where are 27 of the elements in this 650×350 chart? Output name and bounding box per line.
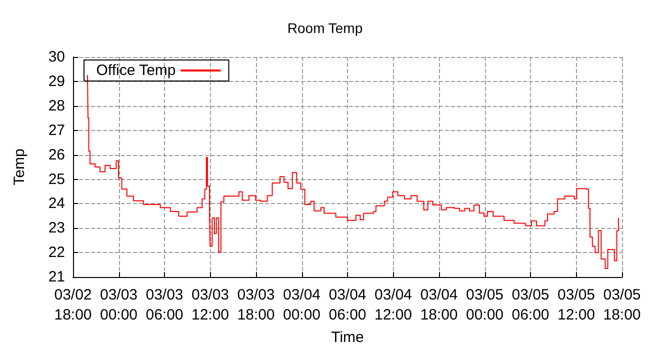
y-tick-label: 25 [48,170,65,188]
x-tick-label: 03/03 18:00 [237,286,275,324]
y-tick-label: 24 [48,195,65,212]
x-tick-label: 03/04 06:00 [328,286,366,324]
y-tick-label: 30 [48,48,65,66]
y-tick-label: 29 [48,72,65,90]
x-tick-label: 03/03 12:00 [191,286,230,324]
x-tick-label: 03/04 12:00 [374,286,412,324]
chart-title: Room Temp [287,20,363,36]
x-tick-label: 03/05 12:00 [557,286,596,324]
x-tick-label: 03/05 18:00 [603,286,641,324]
x-tick-label: 03/04 00:00 [282,286,321,324]
y-tick-label: 26 [48,146,65,164]
x-tick-label: 03/05 00:00 [466,286,504,324]
y-tick-label: 23 [48,220,65,237]
y-tick-label: 21 [48,268,65,286]
y-axis-title: Temp [11,148,28,186]
x-tick-label: 03/03 00:00 [100,286,138,324]
y-tick-label: 27 [48,122,65,139]
x-tick-label: 03/04 18:00 [420,286,458,324]
y-tick-label: 22 [48,244,65,262]
x-tick-label: 03/03 06:00 [146,286,184,324]
x-tick-label: 03/02 18:00 [54,286,92,324]
x-axis-title: Time [331,329,364,346]
x-tick-label: 03/05 06:00 [512,286,550,324]
legend-label: Office Temp [96,62,176,79]
y-tick-label: 28 [48,97,65,114]
